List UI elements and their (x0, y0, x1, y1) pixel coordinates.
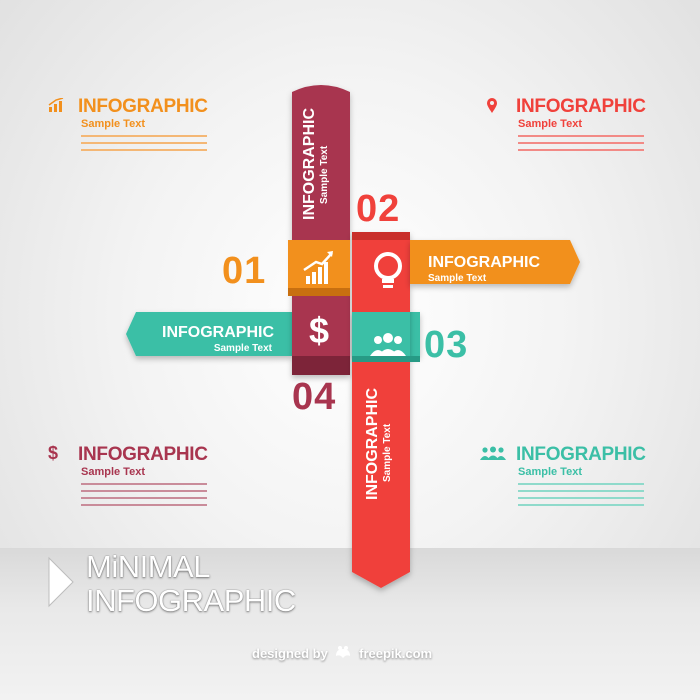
text-line (81, 149, 207, 151)
block-title: INFOGRAPHIC (516, 444, 646, 465)
text-line (518, 142, 644, 144)
vertical-top-title: INFOGRAPHIC (301, 108, 318, 220)
block-subtitle: Sample Text (518, 466, 582, 478)
left-arrow-teal (126, 312, 292, 356)
vertical-strip-maroon (292, 85, 350, 375)
step-number-01: 01 (222, 250, 267, 292)
right-arrow-subtitle: Sample Text (428, 273, 487, 284)
orange-segment-left (288, 240, 350, 292)
block-subtitle: Sample Text (81, 466, 145, 478)
text-line (518, 149, 644, 151)
left-arrow-subtitle: Sample Text (213, 343, 272, 354)
dollar-icon: $ (48, 443, 59, 463)
text-line (518, 135, 644, 137)
growth-chart-icon (303, 251, 333, 284)
text-line (518, 497, 644, 499)
step-number-03: 03 (424, 324, 469, 366)
play-triangle-icon (48, 556, 74, 608)
text-line (518, 504, 644, 506)
vertical-top-subtitle: Sample Text (319, 145, 330, 204)
step-number-04: 04 (292, 376, 337, 418)
text-line (518, 490, 644, 492)
block-title: INFOGRAPHIC (78, 96, 208, 117)
vertical-bottom-title: INFOGRAPHIC (364, 388, 381, 500)
vertical-bottom-label: INFOGRAPHIC Sample Text (364, 388, 393, 500)
left-arrow-title: INFOGRAPHIC (162, 324, 274, 341)
step-number-02: 02 (356, 188, 401, 230)
credit-prefix: designed by (252, 646, 328, 661)
credit-line: designed by freepik.com (252, 646, 432, 661)
vertical-bottom-subtitle: Sample Text (382, 423, 393, 482)
people-icon (480, 446, 506, 460)
location-pin-icon (487, 98, 497, 113)
text-line (518, 483, 644, 485)
block-title: INFOGRAPHIC (78, 444, 208, 465)
block-subtitle: Sample Text (81, 118, 145, 130)
vertical-top-label: INFOGRAPHIC Sample Text (301, 108, 330, 220)
block-subtitle: Sample Text (518, 118, 582, 130)
right-arrow-orange (410, 240, 580, 284)
freepik-logo-icon (336, 646, 351, 658)
left-arrow-label: INFOGRAPHIC Sample Text (162, 324, 274, 354)
bar-chart-icon (48, 98, 64, 112)
lightbulb-icon (374, 252, 402, 288)
text-line (81, 490, 207, 492)
block-title: INFOGRAPHIC (516, 96, 646, 117)
text-line (81, 142, 207, 144)
text-line (81, 483, 207, 485)
dollar-sign-icon: $ (309, 310, 330, 351)
text-line (81, 135, 207, 137)
people-icon-center (370, 333, 406, 356)
headline-line2: INFOGRAPHIC (86, 583, 296, 618)
right-arrow-label: INFOGRAPHIC Sample Text (428, 254, 540, 284)
right-arrow-title: INFOGRAPHIC (428, 254, 540, 271)
floor-background (0, 548, 700, 700)
credit-brand: freepik.com (359, 646, 433, 661)
text-line (81, 504, 207, 506)
text-line (81, 497, 207, 499)
headline-line1: MiNIMAL (86, 549, 210, 584)
